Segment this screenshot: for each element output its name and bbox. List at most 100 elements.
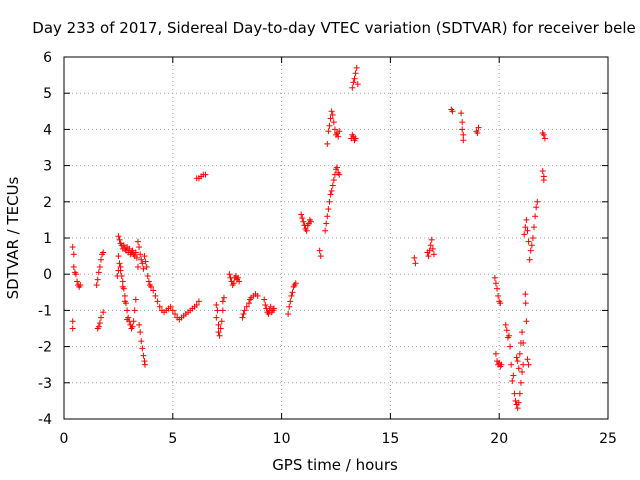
data-point <box>143 263 150 270</box>
data-point <box>150 287 157 294</box>
data-point <box>300 218 307 225</box>
data-point <box>327 115 334 122</box>
data-point <box>213 314 220 321</box>
data-point <box>70 263 77 270</box>
data-point <box>169 307 176 314</box>
data-point <box>139 345 146 352</box>
data-point <box>349 84 356 91</box>
data-point <box>241 307 248 314</box>
data-point <box>460 131 467 138</box>
data-point <box>330 177 337 184</box>
data-point <box>133 254 140 261</box>
data-point <box>131 307 138 314</box>
data-point <box>427 242 434 249</box>
data-point <box>429 245 436 252</box>
data-point <box>328 108 335 115</box>
data-point <box>326 198 333 205</box>
data-point <box>100 249 107 256</box>
data-point <box>95 323 102 330</box>
data-point <box>129 323 136 330</box>
data-point <box>116 236 123 243</box>
data-point <box>193 301 200 308</box>
data-point <box>213 301 220 308</box>
data-point <box>540 131 547 138</box>
data-point <box>218 318 225 325</box>
data-point <box>519 368 526 375</box>
data-point <box>495 292 502 299</box>
data-point <box>137 251 144 258</box>
data-point <box>503 327 510 334</box>
data-point <box>134 238 141 245</box>
data-point <box>539 168 546 175</box>
data-point <box>77 282 84 289</box>
data-point <box>226 271 233 278</box>
data-point <box>426 247 433 254</box>
y-tick-label: 3 <box>43 159 52 175</box>
data-point <box>521 231 528 238</box>
data-point <box>214 307 221 314</box>
data-point <box>94 276 101 283</box>
data-point <box>322 227 329 234</box>
data-point <box>289 289 296 296</box>
data-point <box>331 126 338 133</box>
data-point <box>243 303 250 310</box>
data-point <box>262 301 269 308</box>
data-point <box>245 300 252 307</box>
data-point <box>353 64 360 71</box>
data-point <box>217 325 224 332</box>
data-point <box>534 198 541 205</box>
x-tick-label: 20 <box>490 431 508 447</box>
y-tick-label: 2 <box>43 195 52 211</box>
data-point <box>522 224 529 231</box>
data-point <box>137 329 144 336</box>
data-point <box>156 303 163 310</box>
y-axis-label: SDTVAR / TECUs <box>4 176 22 299</box>
data-point <box>411 254 418 261</box>
data-point <box>69 244 76 251</box>
data-point <box>509 377 516 384</box>
data-point <box>327 191 334 198</box>
data-point <box>430 251 437 258</box>
data-point <box>511 390 518 397</box>
data-point <box>449 108 456 115</box>
data-point <box>325 128 332 135</box>
y-tick-label: -1 <box>38 303 52 319</box>
data-point <box>215 321 222 328</box>
data-point <box>323 220 330 227</box>
data-point <box>350 79 357 86</box>
data-point <box>298 211 305 218</box>
data-point <box>520 361 527 368</box>
data-point <box>524 356 531 363</box>
x-axis-label: GPS time / hours <box>272 456 398 474</box>
data-point <box>475 124 482 131</box>
data-point <box>138 338 145 345</box>
data-point <box>519 329 526 336</box>
data-point <box>524 227 531 234</box>
data-point <box>513 354 520 361</box>
data-point <box>520 339 527 346</box>
data-point <box>144 273 151 280</box>
data-point <box>96 320 103 327</box>
data-point <box>523 216 530 223</box>
data-point <box>69 318 76 325</box>
y-tick-label: -4 <box>38 412 52 428</box>
data-point <box>141 253 148 260</box>
data-point <box>532 213 539 220</box>
data-point <box>303 227 310 234</box>
data-point <box>335 133 342 140</box>
data-point <box>491 274 498 281</box>
data-point <box>541 135 548 142</box>
data-point <box>351 75 358 82</box>
data-point <box>254 292 261 299</box>
data-point <box>330 119 337 126</box>
data-point <box>352 70 359 77</box>
data-point <box>507 343 514 350</box>
data-point <box>286 303 293 310</box>
data-point <box>119 283 126 290</box>
data-point <box>352 135 359 142</box>
data-point <box>336 128 343 135</box>
data-point <box>412 260 419 267</box>
data-point <box>97 256 104 263</box>
y-tick-label: 5 <box>43 86 52 102</box>
